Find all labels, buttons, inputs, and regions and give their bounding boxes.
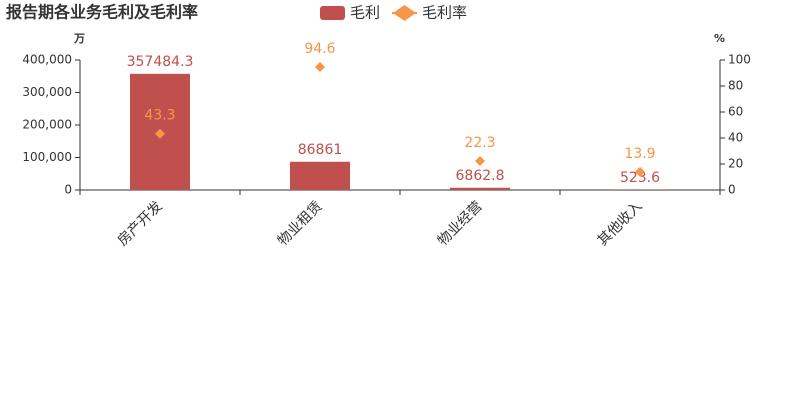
legend-marker: [393, 5, 416, 21]
rate-marker: [475, 156, 485, 166]
chart-title: 报告期各业务毛利及毛利率: [6, 3, 198, 22]
legend-label: 毛利: [350, 4, 380, 22]
rate-value-label: 94.6: [304, 41, 335, 57]
bar-value-label: 357484.3: [127, 54, 194, 70]
legend-swatch: [320, 6, 345, 20]
y-tick-label: 200,000: [22, 118, 72, 132]
x-tick-label: 房产开发: [115, 198, 166, 249]
y2-tick-label: 0: [728, 183, 736, 197]
x-tick-label: 物业经营: [435, 198, 486, 249]
y-tick-label: 0: [64, 183, 72, 197]
legend-label: 毛利率: [422, 4, 467, 22]
y2-tick-label: 20: [728, 157, 743, 171]
bar: [290, 162, 350, 190]
y2-axis-label: %: [714, 32, 725, 45]
x-tick-label: 其他收入: [595, 198, 646, 249]
y-tick-label: 400,000: [22, 53, 72, 67]
y2-tick-label: 100: [728, 53, 751, 67]
y2-tick-label: 80: [728, 79, 743, 93]
x-tick-label: 物业租赁: [275, 198, 326, 249]
rate-marker: [315, 62, 325, 72]
rate-value-label: 43.3: [144, 108, 175, 124]
rate-value-label: 22.3: [464, 135, 495, 151]
y2-tick-label: 60: [728, 105, 743, 119]
y-axis-label: 万: [73, 32, 85, 45]
y-tick-label: 300,000: [22, 85, 72, 99]
y2-tick-label: 40: [728, 131, 743, 145]
bar-value-label: 86861: [298, 142, 343, 158]
bar: [450, 188, 510, 190]
rate-value-label: 13.9: [624, 146, 655, 162]
y-tick-label: 100,000: [22, 150, 72, 164]
bar-value-label: 6862.8: [456, 168, 505, 184]
